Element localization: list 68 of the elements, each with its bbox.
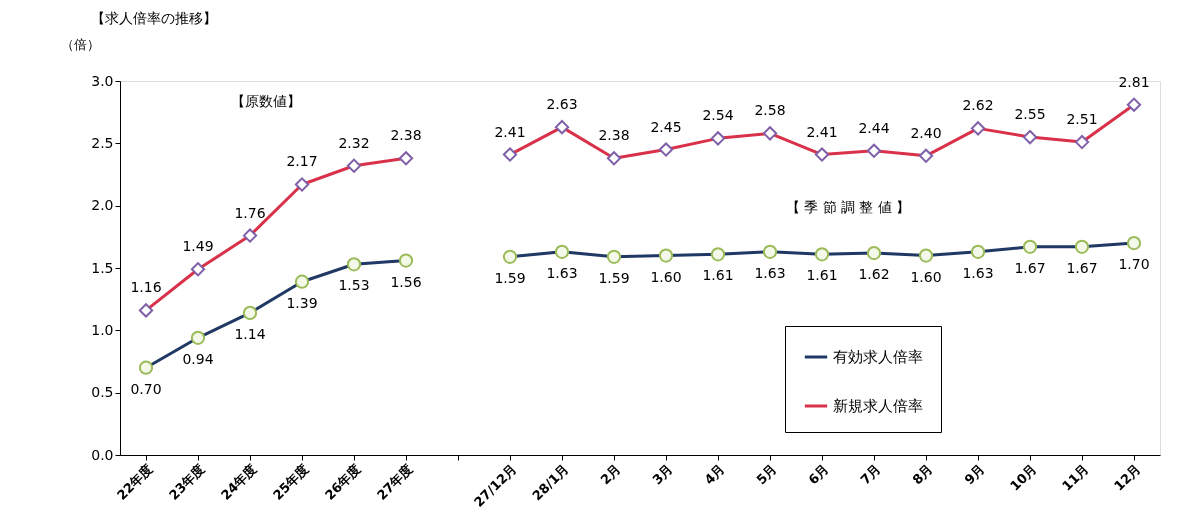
chart-title: 【求人倍率の推移】 [90, 10, 217, 26]
data-label: 2.62 [962, 97, 994, 114]
y-tick-label: 3.0 [91, 72, 114, 89]
data-label: 1.56 [390, 273, 422, 290]
data-label: 1.59 [598, 269, 630, 286]
data-label: 2.58 [754, 102, 786, 119]
data-label: 2.51 [1066, 111, 1098, 128]
y-tick-label: 0.5 [91, 384, 114, 401]
data-label: 1.63 [754, 264, 786, 281]
data-label: 1.60 [910, 268, 942, 285]
data-label: 1.61 [806, 267, 838, 284]
y-tick-label: 2.5 [91, 134, 114, 151]
y-tick-label: 0.0 [91, 446, 114, 463]
data-label: 1.53 [338, 277, 370, 294]
data-label: 2.32 [338, 134, 370, 151]
data-label: 1.70 [1118, 256, 1150, 273]
legend-label: 新規求人倍率 [833, 397, 923, 415]
data-label: 2.38 [390, 127, 422, 144]
data-label: 2.41 [494, 123, 526, 140]
x-tick-label: 11月 [1059, 461, 1092, 494]
data-label: 1.39 [286, 294, 318, 311]
y-axis-title: （倍） [61, 36, 100, 52]
legend-label: 有効求人倍率 [833, 348, 923, 366]
data-label: 1.49 [182, 238, 214, 255]
data-label: 2.38 [598, 127, 630, 144]
data-label: 1.63 [546, 264, 578, 281]
x-tick-label: 7月 [857, 461, 884, 488]
data-label: 1.62 [858, 266, 890, 283]
x-tick-label: 10月 [1007, 461, 1040, 494]
x-tick-label: 27年度 [373, 461, 416, 503]
data-label: 2.44 [858, 119, 890, 136]
data-label: 2.55 [1014, 106, 1046, 123]
data-label: 0.94 [182, 350, 214, 367]
data-label: 1.14 [234, 325, 266, 342]
x-tick-label: 6月 [805, 461, 832, 488]
x-tick-label: 23年度 [165, 461, 208, 503]
y-tick-label: 1.5 [91, 259, 114, 276]
y-tick-label: 1.0 [91, 321, 114, 338]
data-label: 1.16 [130, 279, 162, 296]
data-label: 1.59 [494, 269, 526, 286]
x-tick-label: 5月 [753, 461, 780, 488]
annotation: 【 季 節 調 整 値 】 [785, 199, 911, 216]
data-label: 2.54 [702, 107, 734, 124]
x-tick-label: 12月 [1111, 461, 1144, 494]
data-label: 2.17 [286, 153, 318, 170]
x-tick-label: 3月 [649, 461, 676, 488]
data-label: 1.60 [650, 268, 682, 285]
x-tick-label: 22年度 [113, 461, 156, 503]
data-label: 0.70 [130, 380, 162, 397]
data-label: 1.76 [234, 204, 266, 221]
data-label: 1.61 [702, 267, 734, 284]
y-tick-label: 2.0 [91, 197, 114, 214]
x-tick-label: 24年度 [217, 461, 260, 503]
data-label: 1.67 [1066, 259, 1098, 276]
x-tick-label: 4月 [701, 461, 728, 488]
x-tick-label: 25年度 [269, 461, 312, 503]
data-label: 2.63 [546, 96, 578, 113]
data-label: 2.81 [1118, 73, 1150, 90]
annotation: 【原数値】 [230, 93, 301, 110]
data-label: 2.45 [650, 118, 682, 135]
x-tick-label: 2月 [597, 461, 624, 488]
data-label: 1.67 [1014, 259, 1046, 276]
data-label: 2.41 [806, 123, 838, 140]
data-label: 1.63 [962, 264, 994, 281]
x-tick-label: 8月 [909, 461, 936, 488]
data-label: 2.40 [910, 124, 942, 141]
x-tick-label: 26年度 [321, 461, 364, 503]
x-tick-label: 9月 [961, 461, 988, 488]
